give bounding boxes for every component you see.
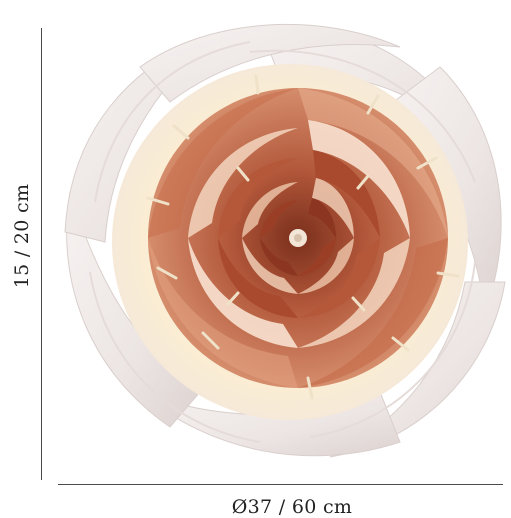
- copper-spiral-core: [146, 74, 460, 400]
- petal-edges: [89, 41, 476, 443]
- diameter-dimension-label: Ø37 / 60 cm: [231, 496, 353, 518]
- height-dimension-line: [41, 28, 42, 480]
- diameter-dimension-line: [58, 484, 503, 485]
